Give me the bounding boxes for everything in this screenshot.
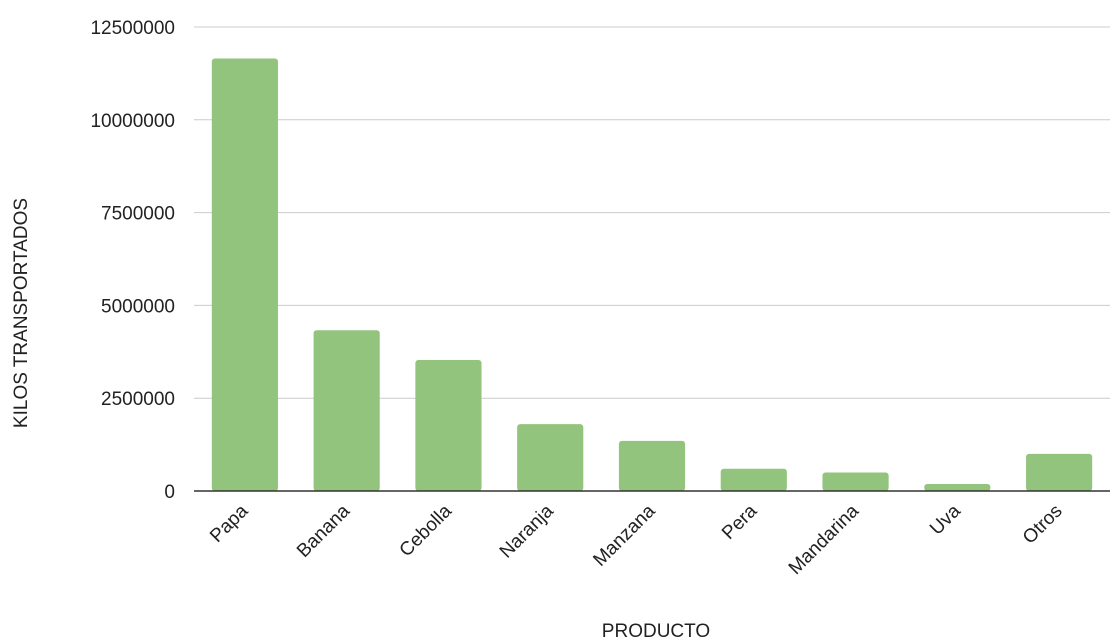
y-tick-label: 0 xyxy=(164,482,175,503)
y-tick-label: 12500000 xyxy=(90,18,175,39)
x-tick-label: Manzana xyxy=(589,500,659,570)
x-tick-label: Pera xyxy=(718,500,762,544)
x-tick-label: Banana xyxy=(293,500,354,561)
bar-papa xyxy=(211,58,278,491)
bar-banana xyxy=(313,330,380,491)
x-tick-label: Otros xyxy=(1019,501,1067,549)
y-tick-labels: 0 2500000 5000000 7500000 10000000 12500000 xyxy=(90,18,175,503)
bar-otros xyxy=(1026,453,1093,491)
y-tick-label: 10000000 xyxy=(90,111,175,132)
bar-pera xyxy=(720,468,787,491)
bar-cebolla xyxy=(415,359,482,491)
x-tick-label: Cebolla xyxy=(396,500,457,561)
y-axis-title: KILOS TRANSPORTADOS xyxy=(11,198,32,428)
x-axis-title: PRODUCTO xyxy=(602,621,710,638)
bar-manzana xyxy=(618,440,686,491)
x-tick-label: Mandarina xyxy=(785,500,864,579)
bar-naranja xyxy=(517,424,584,491)
bars xyxy=(211,58,1093,491)
x-tick-label: Papa xyxy=(206,500,253,547)
y-tick-label: 5000000 xyxy=(101,296,175,317)
x-tick-label: Uva xyxy=(926,500,965,539)
x-tick-labels: Papa Banana Cebolla Naranja Manzana Pera Manda… xyxy=(206,500,1066,579)
x-tick-label: Naranja xyxy=(496,500,558,562)
gridlines xyxy=(194,26,1110,399)
y-tick-label: 2500000 xyxy=(101,389,175,410)
y-tick-label: 7500000 xyxy=(101,204,175,225)
bar-uva xyxy=(924,483,991,491)
bar-mandarina xyxy=(822,472,889,491)
